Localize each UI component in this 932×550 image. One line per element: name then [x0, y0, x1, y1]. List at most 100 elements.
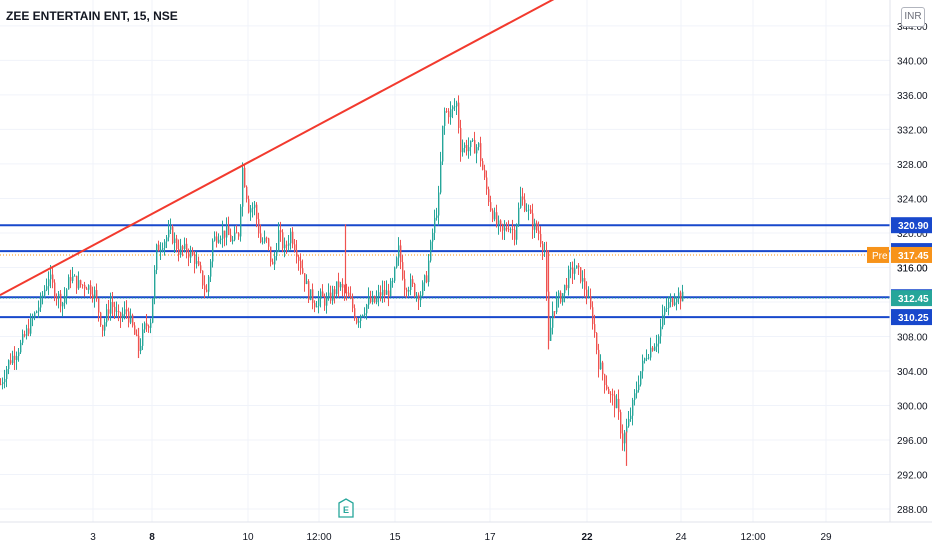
candle-body [58, 293, 60, 299]
candle-body [346, 292, 348, 294]
candle-body [576, 265, 578, 269]
candle-body [44, 289, 46, 296]
candle-body [224, 230, 226, 238]
candle-body [278, 230, 280, 252]
candle-body [46, 286, 48, 290]
candle-body [30, 318, 32, 334]
trendline[interactable] [0, 0, 578, 296]
candle-body [442, 125, 444, 162]
candle-body [380, 292, 382, 296]
candle-body [590, 296, 592, 308]
candle-body [292, 231, 294, 245]
candle-body [652, 347, 654, 351]
candle-body [414, 283, 416, 296]
currency-button[interactable]: INR [901, 7, 925, 27]
candle-body [178, 248, 180, 255]
x-tick-label: 22 [581, 532, 593, 543]
candle-body [112, 301, 114, 307]
candle-body [638, 384, 640, 391]
candle-body [648, 357, 650, 359]
candle-body [540, 233, 542, 244]
time-axis[interactable]: 3 8 10 12:00 15 17 22 24 12:00 29 [90, 532, 832, 543]
candle-body [160, 249, 162, 252]
candle-body [480, 143, 482, 162]
candle-body [332, 289, 334, 301]
candle-body [100, 312, 102, 325]
candle-body [376, 297, 378, 303]
candle-body [450, 109, 452, 118]
candle-body [666, 308, 668, 309]
x-tick-label: 24 [675, 532, 687, 543]
candle-body [662, 314, 664, 327]
candle-body [50, 274, 52, 280]
candle-body [496, 212, 498, 225]
candle-body [420, 295, 422, 301]
candle-body [22, 334, 24, 343]
candle-body [348, 292, 350, 297]
price-label-bg [891, 290, 932, 307]
candle-body [674, 302, 676, 305]
x-tick-label: 15 [389, 532, 401, 543]
candle-body [634, 393, 636, 400]
candle-body [546, 250, 548, 292]
earnings-flag-icon[interactable]: E [338, 498, 354, 518]
candle-body [502, 224, 504, 231]
candle-body [322, 291, 324, 297]
candle-body [220, 238, 222, 240]
candle-body [190, 251, 192, 258]
candle-body [78, 280, 80, 289]
candle-body [246, 186, 248, 200]
candle-body [158, 244, 160, 252]
candle-body [192, 251, 194, 256]
candle-body [536, 222, 538, 231]
candle-body [574, 268, 576, 274]
pre-tag-bg [867, 246, 889, 263]
candle-body [184, 243, 186, 250]
candle-body [304, 273, 306, 285]
candle-body [164, 241, 166, 249]
candle-body [378, 292, 380, 298]
candle-body [18, 352, 20, 357]
candle-body [236, 232, 238, 234]
candle-body [148, 326, 150, 328]
candle-body [522, 196, 524, 200]
candle-body [48, 279, 50, 287]
candle-body [0, 383, 2, 385]
candle-body [492, 210, 494, 220]
candle-body [626, 426, 628, 433]
candle-body [484, 169, 486, 178]
candle-body [446, 111, 448, 112]
candle-body [212, 240, 214, 262]
candle-body [516, 224, 518, 240]
candle-body [568, 269, 570, 289]
candle-body [94, 290, 96, 298]
candle-body [136, 334, 138, 336]
price-axis[interactable]: 344.00 340.00 336.00 332.00 328.00 324.00 320.… [897, 22, 928, 516]
candle-body [128, 311, 130, 323]
candle-body [34, 312, 36, 318]
candle-body [336, 281, 338, 294]
candle-body [632, 399, 634, 416]
candle-body [162, 248, 164, 250]
candle-body [382, 289, 384, 296]
candle-body [362, 315, 364, 316]
candle-body [422, 282, 424, 296]
candle-body [154, 269, 156, 299]
y-tick-label: 288.00 [897, 505, 928, 516]
candle-body [642, 360, 644, 372]
candle-body [668, 302, 670, 309]
candle-body [140, 345, 142, 351]
candle-body [402, 262, 404, 279]
y-tick-label: 328.00 [897, 160, 928, 171]
candle-body [122, 314, 124, 318]
candle-body [678, 292, 680, 299]
candle-body [174, 238, 176, 243]
candle-body [216, 236, 218, 243]
candle-body [266, 237, 268, 239]
candle-body [302, 268, 304, 274]
candle-body [170, 226, 172, 230]
price-label-text: 317.45 [898, 251, 929, 262]
candle-body [10, 360, 12, 364]
